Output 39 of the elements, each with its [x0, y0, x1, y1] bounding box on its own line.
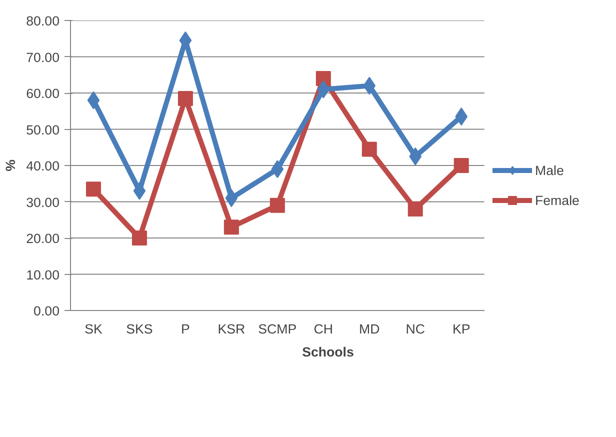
x-tick-label: NC — [406, 322, 426, 336]
point — [224, 220, 239, 235]
x-tick-label: MD — [359, 322, 380, 336]
point — [317, 80, 330, 98]
point — [132, 230, 147, 246]
x-tick-label: KP — [452, 322, 470, 336]
point — [86, 182, 101, 197]
y-tick-label: 20.00 — [26, 231, 60, 246]
y-tick-label: 60.00 — [26, 86, 60, 101]
legend-label: Female — [535, 192, 580, 208]
x-tick-label: SCMP — [258, 322, 297, 336]
x-tick-label: SKS — [126, 322, 153, 336]
legend-label: Male — [535, 162, 564, 178]
point — [178, 90, 193, 106]
point — [362, 142, 377, 157]
x-tick-label: SK — [84, 322, 102, 336]
y-tick-label: 50.00 — [26, 122, 60, 138]
y-tick-label: 30.00 — [26, 194, 60, 210]
y-tick-label: 10.00 — [26, 267, 60, 282]
point — [87, 91, 100, 110]
point — [225, 189, 238, 208]
y-tick-label: 80.00 — [26, 14, 60, 28]
x-tick-label: KSR — [218, 322, 246, 336]
point — [179, 31, 192, 50]
point — [133, 182, 146, 200]
y-tick-label: 70.00 — [26, 50, 60, 65]
y-axis-title: % — [3, 159, 18, 172]
x-axis-title: Schools — [302, 344, 354, 360]
y-tick-label: 40.00 — [26, 158, 60, 174]
x-tick-label: P — [181, 322, 190, 336]
point — [409, 147, 422, 166]
point — [454, 158, 469, 173]
point — [408, 202, 423, 216]
point — [270, 198, 285, 213]
y-tick-label: 0.00 — [34, 304, 60, 318]
x-tick-label: CH — [314, 322, 334, 336]
point — [271, 160, 284, 178]
point — [363, 76, 376, 95]
point — [455, 108, 468, 126]
